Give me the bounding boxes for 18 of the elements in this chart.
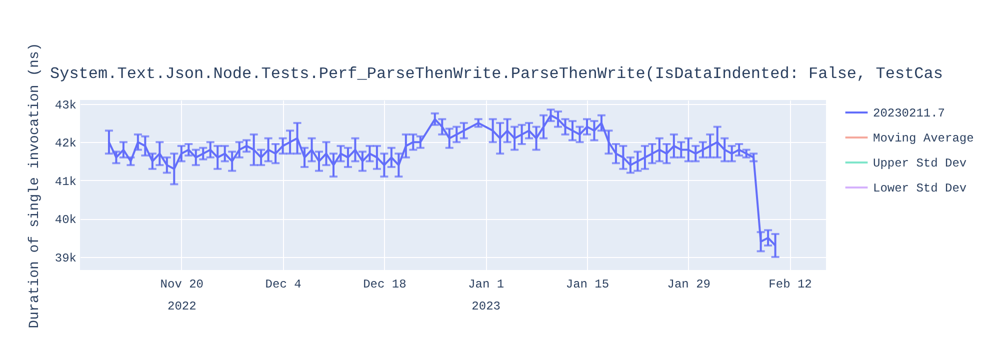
legend-label: 20230211.7 bbox=[873, 106, 946, 120]
y-axis-title: Duration of single invocation (ns) bbox=[26, 42, 43, 328]
x-tick-label: Dec 4 bbox=[265, 278, 302, 292]
y-tick-label: 42k bbox=[54, 136, 76, 151]
x-tick-label: Jan 15 bbox=[566, 278, 610, 292]
legend-label: Upper Std Dev bbox=[873, 156, 967, 170]
y-tick-label: 41k bbox=[54, 174, 76, 189]
legend-label: Moving Average bbox=[873, 132, 974, 146]
y-tick-label: 40k bbox=[54, 213, 76, 228]
x-tick-label: Jan 29 bbox=[667, 278, 710, 292]
x-tick-label: Jan 1 2023 bbox=[468, 278, 504, 314]
x-tick-label: Feb 12 bbox=[768, 278, 812, 292]
chart-title: System.Text.Json.Node.Tests.Perf_ParseThenWrite.ParseThenWrite(IsDataIndented: False, TestCas bbox=[50, 65, 943, 84]
x-tick-label: Nov 20 2022 bbox=[160, 278, 204, 314]
legend-label: Lower Std Dev bbox=[873, 182, 967, 196]
y-tick-label: 43k bbox=[54, 98, 76, 112]
y-tick-label: 39k bbox=[54, 251, 76, 266]
x-tick-label: Dec 18 bbox=[363, 278, 406, 292]
